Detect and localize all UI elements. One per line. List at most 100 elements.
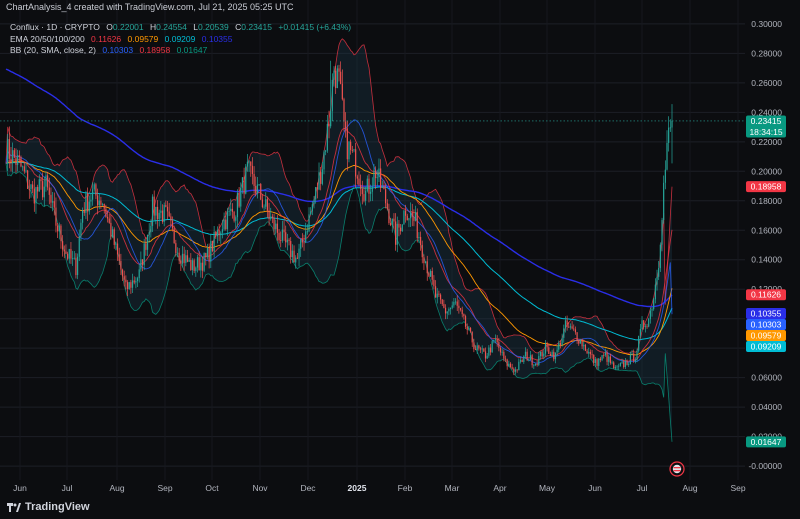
candle-body	[614, 367, 616, 369]
price-tag-value: 0.10355	[751, 308, 782, 318]
symbol-row[interactable]: Conflux · 1D · CRYPTO O0.22001 H0.24554 …	[10, 22, 355, 34]
candle-body	[381, 186, 383, 188]
candle-body	[426, 261, 428, 274]
symbol-title[interactable]: Conflux · 1D · CRYPTO	[10, 22, 100, 32]
candle-body	[143, 243, 145, 266]
x-tick-label: May	[539, 483, 556, 493]
candle-body	[27, 170, 29, 189]
candle-body	[23, 166, 25, 172]
candle-body	[536, 363, 538, 366]
candle-body	[596, 359, 598, 366]
candle-body	[561, 337, 563, 346]
candle-body	[336, 68, 338, 89]
candle-body	[481, 348, 483, 350]
candle-body	[68, 249, 70, 259]
candle-body	[578, 340, 580, 344]
candle-body	[553, 351, 555, 360]
candle-body	[554, 352, 557, 360]
price-tag-value: 0.23415	[751, 116, 782, 126]
candle-body	[275, 223, 277, 230]
price-tag-value: 0.11626	[751, 290, 781, 300]
candle-body	[648, 319, 650, 327]
candle-body	[8, 139, 10, 159]
price-tag-value: 0.09209	[751, 341, 782, 351]
candle-body	[263, 206, 265, 208]
candle-body	[454, 301, 457, 303]
candle-body	[498, 342, 500, 348]
candle-body	[101, 204, 104, 205]
candle-body	[236, 192, 239, 218]
candle-body	[609, 356, 611, 363]
candle-body	[479, 348, 482, 350]
candle-body	[268, 210, 270, 219]
candle-body	[656, 276, 658, 285]
candle-body	[326, 124, 328, 151]
y-tick-label: 0.26000	[751, 78, 782, 88]
y-tick-label: 0.30000	[751, 19, 782, 29]
candle-body	[175, 243, 177, 253]
candle-body	[238, 192, 240, 207]
y-tick-label: 0.20000	[751, 166, 782, 176]
candle-body	[636, 350, 638, 360]
candle-body	[556, 349, 558, 353]
candle-body	[295, 257, 297, 263]
candle-body	[260, 184, 262, 200]
bb-row[interactable]: BB (20, SMA, close, 2) 0.10303 0.18958 0…	[10, 45, 355, 57]
candle-body	[350, 141, 352, 151]
candle-body	[601, 355, 603, 361]
candle-body	[265, 199, 267, 207]
candle-body	[541, 351, 543, 357]
candle-body	[291, 250, 293, 258]
candle-body	[255, 185, 257, 194]
candle-body	[488, 347, 490, 356]
y-tick-label: 0.24000	[751, 107, 782, 117]
candle-body	[155, 206, 157, 216]
candle-body	[96, 195, 99, 206]
candle-body	[365, 190, 367, 201]
candle-body	[563, 328, 565, 338]
candle-body	[145, 243, 147, 250]
candle-body	[529, 355, 532, 360]
candle-body	[371, 186, 373, 192]
candle-body	[57, 225, 59, 232]
candle-body	[403, 210, 405, 225]
candle-body	[401, 224, 403, 232]
ema-row[interactable]: EMA 20/50/100/200 0.11626 0.09579 0.0920…	[10, 34, 355, 46]
candle-body	[616, 366, 618, 368]
candle-body	[183, 253, 185, 263]
candle-body	[191, 260, 194, 271]
candle-body	[664, 169, 666, 183]
candle-body	[215, 231, 217, 237]
candle-body	[240, 187, 242, 207]
candle-body	[42, 181, 44, 198]
candle-body	[60, 225, 62, 242]
candle-body	[658, 268, 660, 277]
candle-body	[355, 149, 357, 177]
candle-body	[504, 358, 507, 360]
candle-body	[599, 358, 602, 361]
candle-body	[331, 79, 333, 112]
candle-body	[63, 249, 65, 252]
candle-body	[328, 124, 330, 127]
candle-body	[606, 352, 608, 362]
candle-body	[283, 229, 285, 233]
candle-body	[273, 217, 275, 230]
y-tick-label: 0.12000	[751, 284, 782, 294]
candle-body	[375, 170, 377, 179]
candle-body	[661, 219, 663, 245]
candle-body	[423, 257, 425, 264]
tradingview-logo-icon	[7, 502, 21, 512]
candle-body	[378, 168, 380, 178]
candle-body	[421, 245, 423, 258]
candle-body	[503, 351, 505, 359]
candle-body	[230, 208, 232, 211]
price-scale[interactable]	[745, 0, 800, 480]
tradingview-brand[interactable]: TradingView	[7, 501, 90, 513]
candle-body	[491, 341, 493, 353]
candle-body	[493, 339, 495, 342]
candle-body	[546, 343, 548, 348]
candle-body	[471, 331, 473, 343]
candle-body	[411, 212, 413, 217]
